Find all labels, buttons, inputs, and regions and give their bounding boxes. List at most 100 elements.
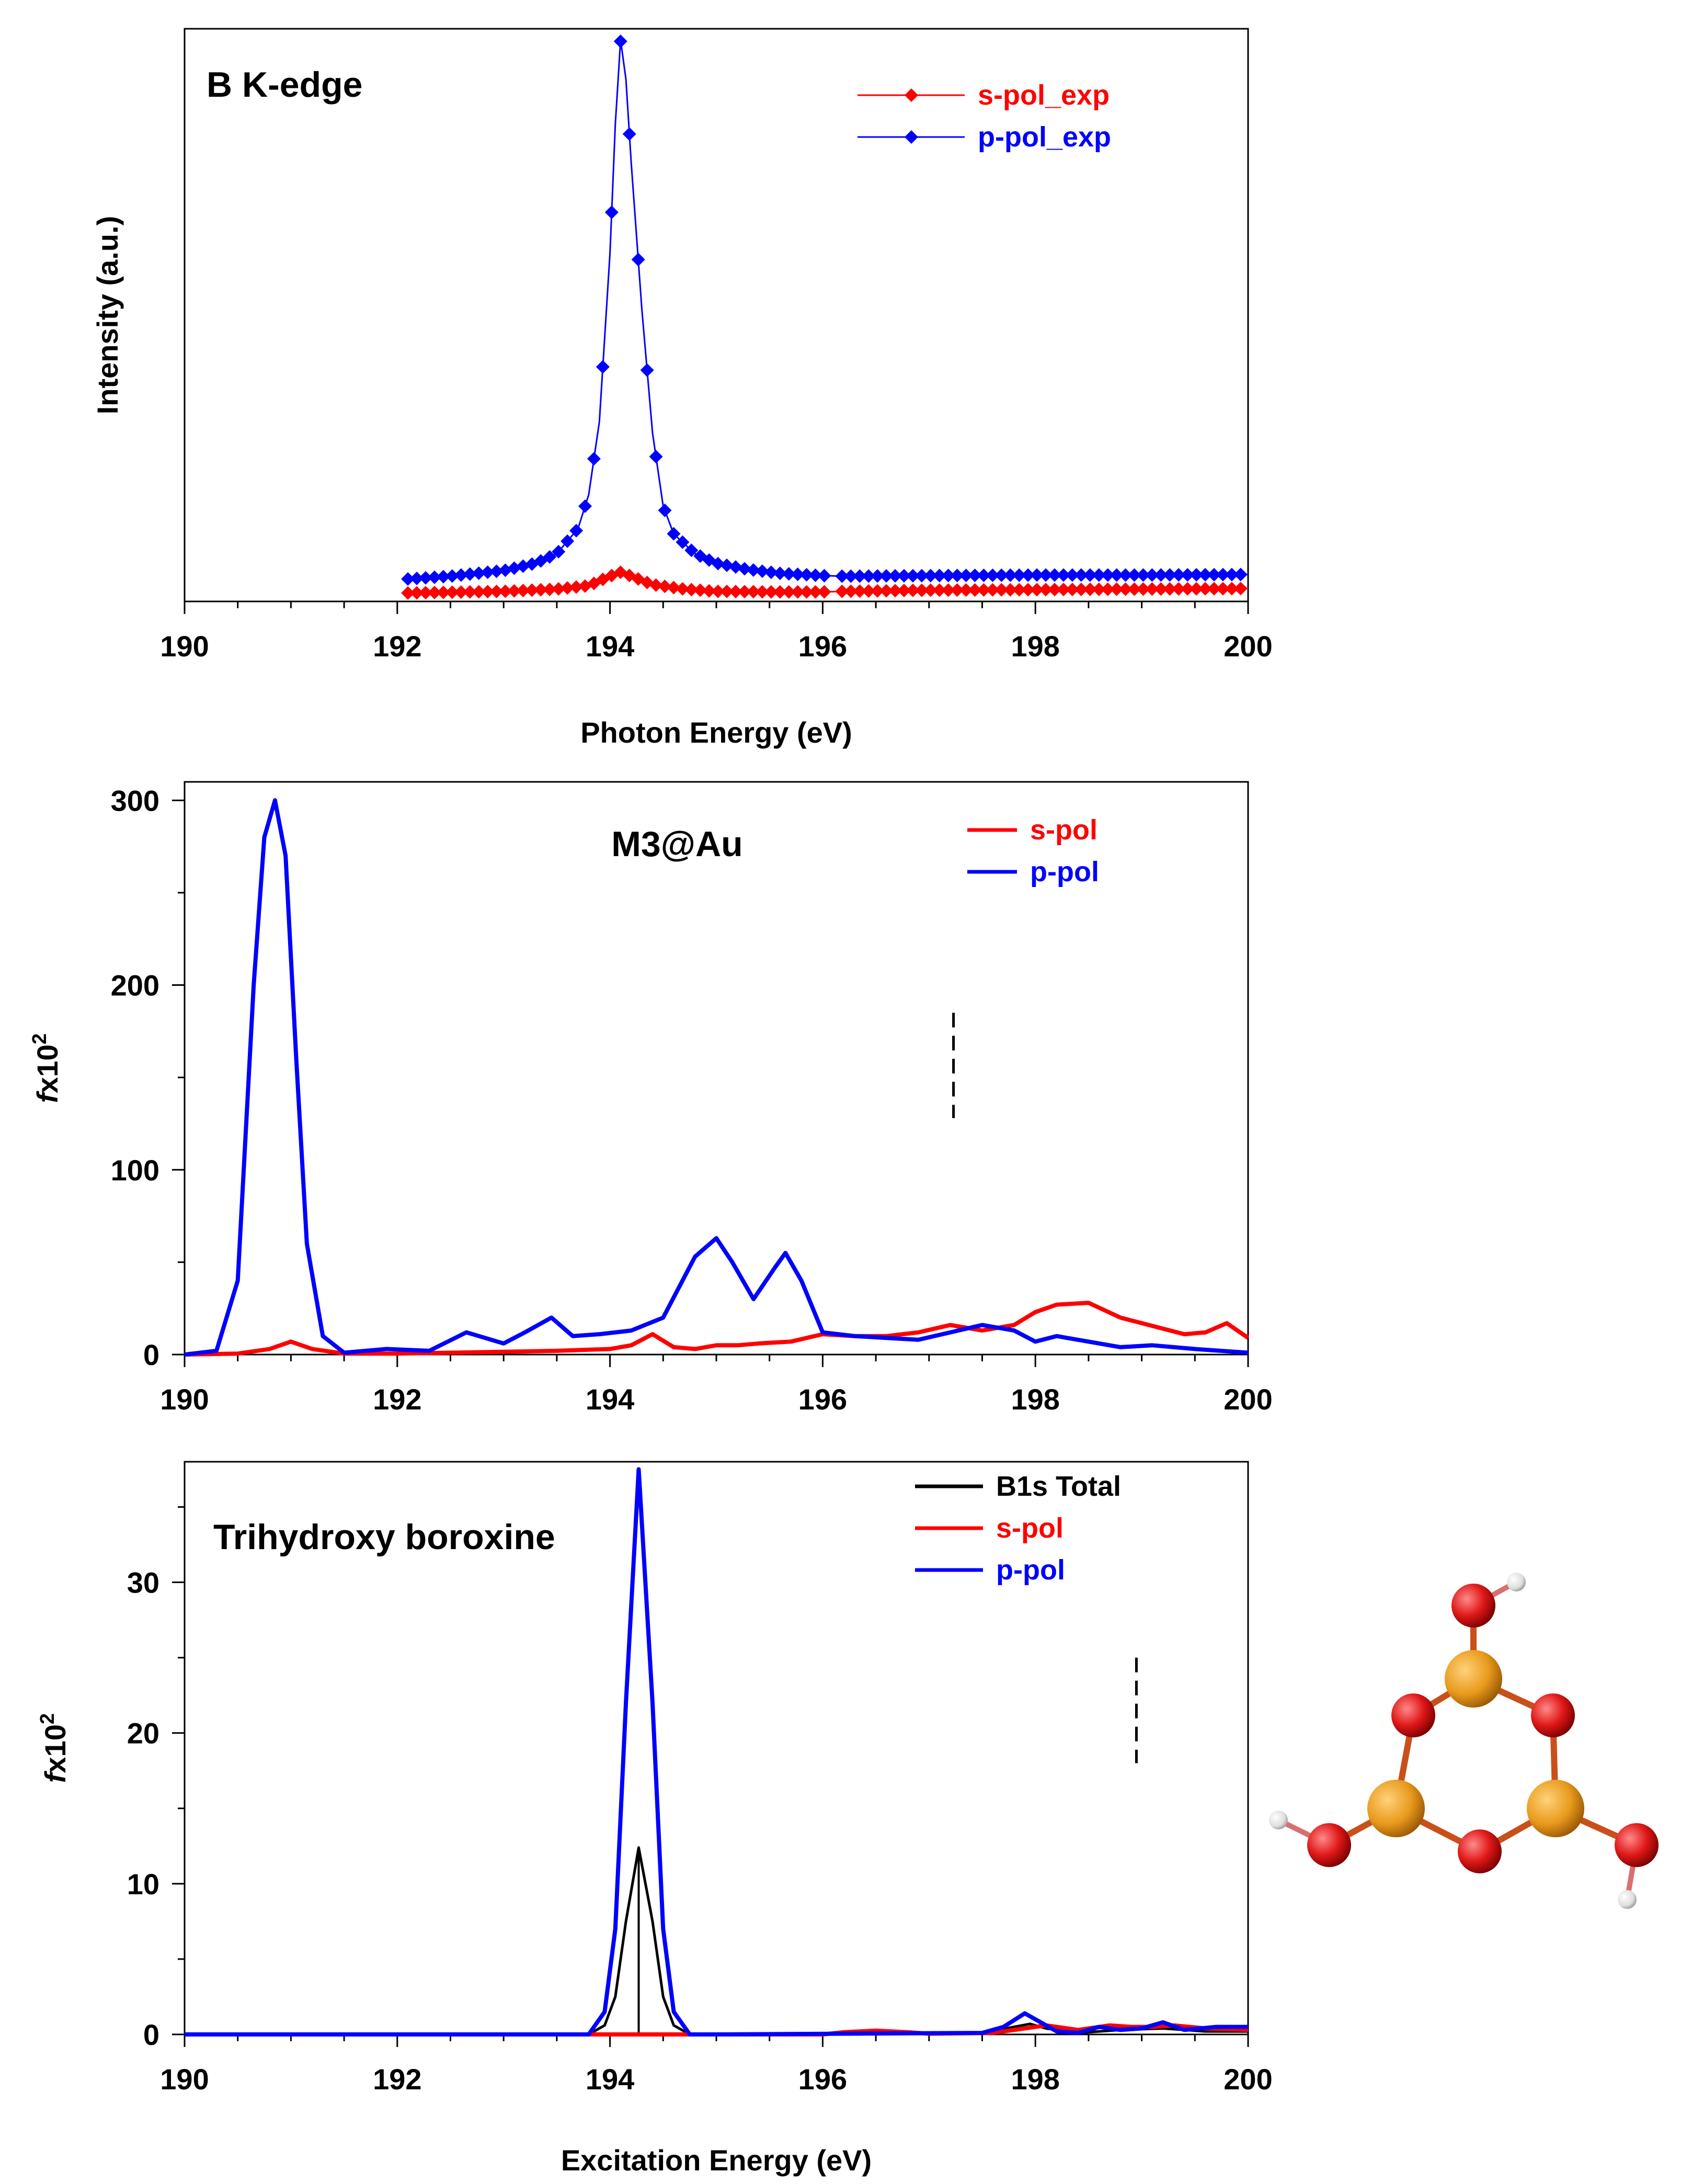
data-point-p-pol_exp: [401, 572, 415, 586]
data-point-s-pol_exp: [968, 583, 982, 597]
data-point-p-pol_exp: [773, 566, 787, 581]
y-tick-label: 10: [127, 1868, 159, 1901]
data-point-p-pol_exp: [1163, 568, 1177, 582]
data-point-s-pol_exp: [1065, 583, 1079, 597]
legend: s-pol_exp p-pol_exp: [858, 79, 1111, 153]
data-point-p-pol_exp: [552, 544, 566, 559]
data-point-s-pol_exp: [543, 582, 557, 596]
legend-label-p-pol_exp: p-pol_exp: [978, 121, 1111, 153]
data-point-p-pol_exp: [1065, 568, 1079, 582]
data-point-p-pol_exp: [649, 450, 663, 464]
data-point-p-pol_exp: [1136, 568, 1150, 582]
x-tick-label: 190: [160, 1383, 209, 1416]
data-point-s-pol_exp: [1092, 582, 1106, 596]
data-point-s-pol_exp: [720, 584, 734, 598]
oxygen-atom: [1458, 1829, 1502, 1873]
panel-title: B K-edge: [207, 65, 362, 105]
x-tick-label: 196: [798, 630, 847, 663]
data-point-p-pol_exp: [799, 567, 814, 582]
data-point-s-pol_exp: [516, 584, 530, 598]
data-point-p-pol_exp: [906, 568, 920, 583]
chart-panel-2: 190 192 194 196 198 200 0 100 200 300 fx102 M3@Au s-…: [29, 781, 1273, 1416]
data-point-s-pol_exp: [932, 583, 946, 597]
data-point-s-pol_exp: [427, 586, 441, 600]
legend: s-pol p-pol: [967, 814, 1099, 888]
data-point-s-pol_exp: [1145, 582, 1159, 596]
data-point-s-pol_exp: [552, 582, 566, 596]
data-point-s-pol_exp: [906, 583, 920, 597]
x-axis-title: Excitation Energy (eV): [561, 2144, 872, 2177]
data-point-p-pol_exp: [489, 564, 504, 578]
data-point-p-pol_exp: [658, 503, 672, 517]
x-tick-label: 198: [1011, 1383, 1059, 1416]
x-tick-label: 192: [373, 2063, 421, 2096]
data-point-p-pol_exp: [1198, 567, 1213, 582]
x-tick-label: 200: [1224, 630, 1272, 663]
data-point-s-pol_exp: [658, 579, 672, 594]
x-tick-label: 190: [160, 630, 209, 663]
data-point-p-pol_exp: [986, 568, 1000, 582]
data-point-p-pol_exp: [604, 205, 619, 219]
data-point-s-pol_exp: [1154, 582, 1168, 596]
data-point-s-pol_exp: [525, 583, 539, 597]
series-line-p-pol_exp: [408, 40, 1249, 580]
data-point-s-pol_exp: [711, 584, 725, 598]
data-point-s-pol_exp: [782, 585, 796, 599]
data-point-p-pol_exp: [729, 560, 743, 574]
x-tick-label: 200: [1224, 1383, 1272, 1416]
legend-marker-p-pol_exp: [905, 130, 918, 144]
data-point-p-pol_exp: [764, 565, 778, 579]
molecule-image: [1269, 1573, 1659, 1909]
data-point-s-pol_exp: [454, 585, 468, 599]
data-point-s-pol_exp: [808, 585, 822, 599]
data-point-p-pol_exp: [817, 568, 831, 583]
legend-label-B1s Total: B1s Total: [996, 1471, 1121, 1502]
data-point-s-pol_exp: [729, 585, 743, 599]
data-point-p-pol_exp: [569, 524, 584, 538]
data-point-p-pol_exp: [871, 569, 885, 583]
data-point-p-pol_exp: [640, 363, 654, 377]
data-point-p-pol_exp: [1074, 568, 1088, 582]
data-point-p-pol_exp: [888, 569, 902, 583]
legend-label-s-pol_exp: s-pol_exp: [978, 79, 1110, 111]
data-point-s-pol_exp: [879, 584, 894, 598]
data-point-s-pol_exp: [463, 585, 477, 599]
data-point-p-pol_exp: [941, 568, 955, 583]
oxygen-atom: [1451, 1584, 1495, 1628]
data-point-p-pol_exp: [631, 253, 645, 267]
data-point-p-pol_exp: [1056, 568, 1070, 582]
data-point-s-pol_exp: [1039, 583, 1053, 597]
data-point-s-pol_exp: [923, 583, 938, 597]
data-point-s-pol_exp: [994, 583, 1009, 597]
data-point-p-pol_exp: [1047, 568, 1061, 582]
data-point-s-pol_exp: [1074, 582, 1088, 596]
y-tick-label: 200: [111, 969, 159, 1002]
data-point-s-pol_exp: [1021, 583, 1035, 597]
data-point-p-pol_exp: [844, 569, 858, 583]
data-point-s-pol_exp: [693, 583, 707, 597]
data-point-p-pol_exp: [950, 568, 964, 583]
data-point-p-pol_exp: [1039, 568, 1053, 582]
data-point-s-pol_exp: [507, 584, 521, 598]
data-point-p-pol_exp: [977, 568, 991, 583]
data-point-s-pol_exp: [667, 581, 681, 595]
data-point-p-pol_exp: [1127, 568, 1141, 582]
data-point-p-pol_exp: [1003, 568, 1018, 582]
data-point-s-pol_exp: [489, 584, 504, 598]
data-point-s-pol_exp: [1118, 582, 1133, 596]
data-point-p-pol_exp: [1154, 568, 1168, 582]
data-point-s-pol_exp: [1181, 582, 1195, 596]
data-point-p-pol_exp: [853, 569, 867, 583]
data-point-p-pol_exp: [1118, 568, 1133, 582]
data-point-p-pol_exp: [897, 568, 911, 583]
legend-label-s-pol: s-pol: [996, 1512, 1064, 1544]
data-point-s-pol_exp: [950, 583, 964, 597]
data-point-s-pol_exp: [569, 580, 584, 594]
data-point-p-pol_exp: [445, 569, 459, 583]
data-point-s-pol_exp: [1216, 582, 1230, 596]
data-point-s-pol_exp: [1003, 583, 1018, 597]
data-point-s-pol_exp: [1172, 582, 1186, 596]
x-tick-label: 198: [1011, 630, 1059, 663]
data-point-p-pol_exp: [968, 568, 982, 583]
